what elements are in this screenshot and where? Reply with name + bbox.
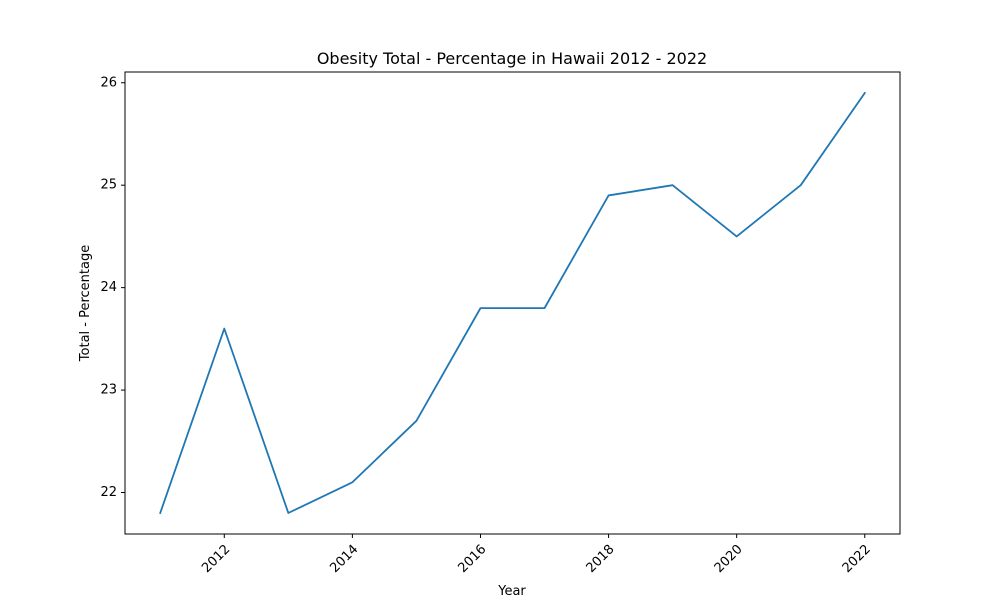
- plot-frame: [124, 71, 901, 535]
- x-tick-label: 2016: [455, 542, 489, 576]
- y-tick-label: 23: [100, 383, 117, 398]
- y-axis: 22 23 24 25 26: [100, 75, 125, 500]
- y-axis-label: Total - Percentage: [78, 245, 93, 362]
- x-tick-label: 2022: [840, 542, 874, 576]
- x-tick-label: 2018: [584, 542, 618, 576]
- series-line: [159, 91, 867, 515]
- y-tick-label: 22: [100, 485, 117, 500]
- x-tick-label: 2020: [712, 542, 746, 576]
- x-tick-label: 2012: [199, 542, 233, 576]
- y-tick-label: 25: [100, 178, 117, 193]
- x-axis-label: Year: [497, 584, 526, 599]
- y-tick-label: 24: [100, 280, 117, 295]
- chart-title: Obesity Total - Percentage in Hawaii 201…: [317, 49, 707, 68]
- x-axis: 2012 2014 2016 2018 2020 2022: [199, 534, 874, 576]
- x-tick-label: 2014: [327, 542, 361, 576]
- y-tick-label: 26: [100, 75, 117, 90]
- plot-area: [124, 71, 901, 535]
